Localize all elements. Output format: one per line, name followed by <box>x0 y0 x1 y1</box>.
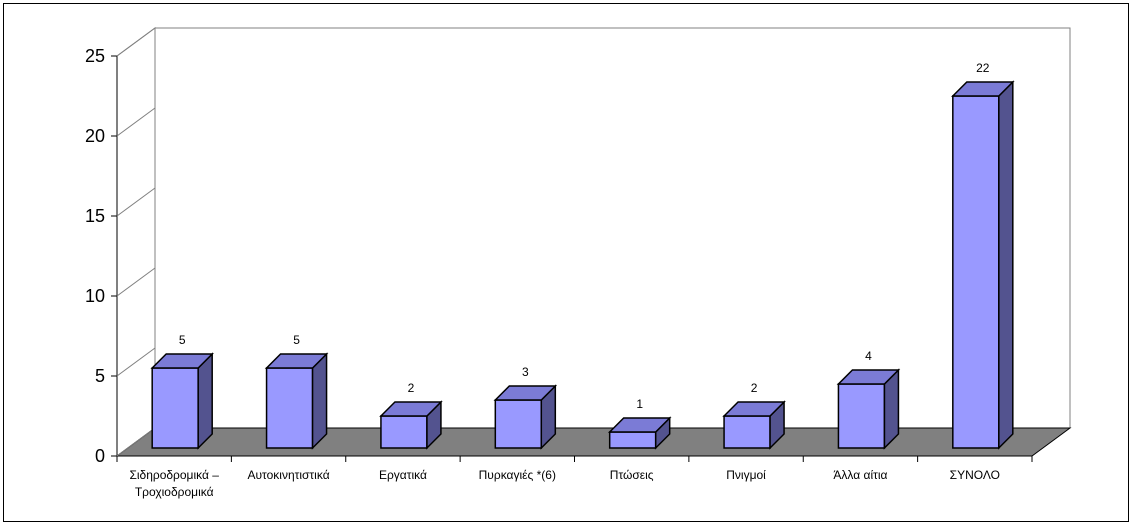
x-tick-label: Πυρκαγιές *(6) <box>479 468 556 482</box>
bar-front <box>151 367 199 449</box>
bar-top <box>607 417 672 433</box>
y-tick-label: 10 <box>85 286 105 306</box>
y-tick-label: 0 <box>95 446 105 466</box>
x-tick-label: Αυτοκινητιστικά <box>247 468 329 482</box>
x-tick-label: Πτώσεις <box>610 468 654 482</box>
bar-top <box>150 353 214 369</box>
data-label: 2 <box>408 381 415 395</box>
chart-floor <box>115 427 1072 457</box>
bar-side <box>998 80 1014 450</box>
bar-top <box>722 401 786 417</box>
data-label: 22 <box>976 61 990 75</box>
bar-front <box>608 431 657 449</box>
data-label: 5 <box>293 333 300 347</box>
bar-top <box>493 385 558 401</box>
x-tick-label: ΣΥΝΟΛΟ <box>950 468 1000 482</box>
x-tick-label: Πνιγμοί <box>726 468 766 482</box>
y-tick-label: 15 <box>85 206 105 226</box>
y-depth-line <box>116 427 156 457</box>
x-tick-label: Άλλα αίτια <box>833 468 887 482</box>
bar-top <box>836 369 901 385</box>
bar-side <box>197 352 213 450</box>
bar-top <box>951 81 1015 97</box>
data-label: 2 <box>751 381 758 395</box>
y-depth-line <box>116 27 156 57</box>
y-tick-label: 25 <box>85 46 105 66</box>
y-tick-label: 20 <box>85 126 105 146</box>
data-label: 1 <box>636 397 643 411</box>
bar-top <box>379 401 443 417</box>
bar-front <box>380 415 428 449</box>
y-depth-line <box>116 187 156 217</box>
y-depth-line <box>116 107 156 137</box>
bar-top <box>264 353 329 369</box>
left-wall <box>116 27 156 457</box>
y-tick-label: 5 <box>95 366 105 386</box>
y-depth-line <box>116 267 156 297</box>
data-label: 5 <box>179 333 186 347</box>
bar-front <box>494 399 543 449</box>
bar-front <box>952 95 1000 449</box>
data-label: 3 <box>522 365 529 379</box>
data-label: 4 <box>865 349 872 363</box>
bar-front <box>837 383 886 449</box>
y-depth-line <box>116 347 156 377</box>
x-tick-label: Σιδηροδρομικά – <box>129 468 219 482</box>
bar-side <box>311 352 328 450</box>
bar-front <box>723 415 771 449</box>
bar-front <box>265 367 314 449</box>
x-tick-label: Τροχιοδρομικά <box>135 485 214 499</box>
x-tick-label: Εργατικά <box>379 468 427 482</box>
